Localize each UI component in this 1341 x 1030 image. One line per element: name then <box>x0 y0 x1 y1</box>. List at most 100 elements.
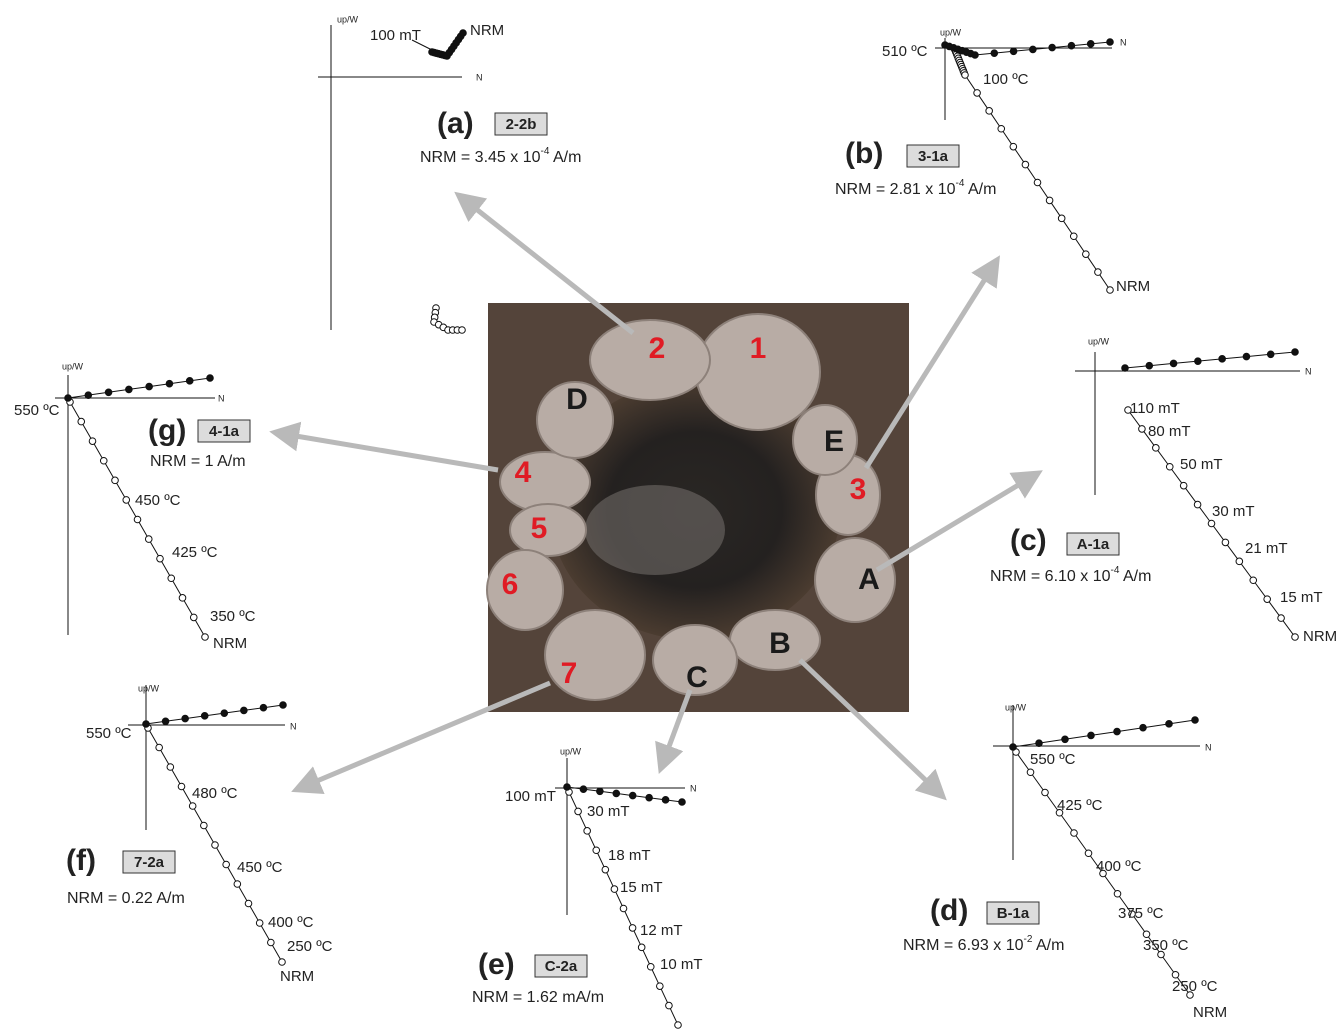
nrm-text: NRM = 1 A/m <box>150 453 246 470</box>
axis-label-north: N <box>218 393 225 403</box>
panel-letter: (f) <box>66 844 96 877</box>
filled-point <box>185 377 194 385</box>
open-point <box>610 885 619 893</box>
vertical-projection <box>1012 719 1196 748</box>
nrm-text: NRM = 3.45 x 10-4 A/m <box>420 146 581 167</box>
step-label: 510 ºC <box>882 43 928 60</box>
step-label: 375 ºC <box>1118 905 1164 922</box>
step-label: 21 mT <box>1245 540 1288 557</box>
zijderveld-panel: up/W N 100 mT NRM (a) 2-2b NRM = 3.45 x 10-4 A… <box>318 14 581 330</box>
zijderveld-panel: up/W N 510 ºC 100 ºC NRM (b) 3-1a NRM = 2.81 x … <box>835 27 1150 295</box>
nrm-part: NRM = 6.10 x 10 <box>990 568 1111 585</box>
step-label: 100 ºC <box>983 71 1029 88</box>
open-point <box>155 743 163 752</box>
open-point <box>222 860 230 869</box>
open-point <box>1165 462 1174 471</box>
open-point <box>1099 869 1107 878</box>
open-point <box>1057 214 1066 223</box>
arrow <box>798 658 947 801</box>
filled-point <box>206 374 214 382</box>
step-label: 10 mT <box>660 956 703 973</box>
open-point <box>961 71 969 79</box>
arrows <box>269 191 1043 801</box>
open-point <box>601 865 610 874</box>
open-point <box>637 943 646 952</box>
sample-box <box>534 954 588 978</box>
open-point <box>619 904 628 913</box>
filled-point <box>1067 41 1076 50</box>
sample-box <box>986 901 1040 925</box>
filled-point <box>563 783 571 791</box>
open-point <box>122 496 131 504</box>
filled-point <box>1291 348 1299 356</box>
open-point <box>665 1001 673 1010</box>
arrow <box>269 421 499 473</box>
filled-point <box>279 701 287 709</box>
step-label: NRM <box>213 635 247 652</box>
stone <box>814 537 896 623</box>
stone-label: 7 <box>561 657 578 690</box>
nrm-part: A/m <box>964 181 996 198</box>
step-label: 12 mT <box>640 922 683 939</box>
filled-point <box>1139 723 1147 732</box>
axis-label-up: up/W <box>940 27 962 37</box>
sample-id: 7-2a <box>134 854 165 871</box>
open-point <box>1193 500 1202 509</box>
open-point <box>1128 910 1136 918</box>
filled-point <box>1113 727 1121 736</box>
sample-id: 3-1a <box>918 148 949 165</box>
open-point <box>133 515 142 524</box>
vertical-projection <box>1124 351 1296 369</box>
step-label: 250 ºC <box>287 938 333 955</box>
step-label: NRM <box>1303 628 1337 645</box>
open-point <box>583 827 591 835</box>
axis-label-up: up/W <box>62 361 84 371</box>
step-label: 18 mT <box>608 847 651 864</box>
filled-point <box>220 709 229 717</box>
open-point <box>1055 808 1064 817</box>
stone-label: D <box>566 383 588 416</box>
nrm-part: A/m <box>549 149 581 166</box>
stone-label: E <box>824 425 844 458</box>
filled-point <box>259 703 268 712</box>
filled-point <box>990 49 999 57</box>
nrm-part: A/m <box>1119 568 1151 585</box>
open-point <box>201 633 209 641</box>
zijderveld-panel: up/W N 110 mT 80 mT 50 mT 30 mT 21 mT 15 mT NRM (… <box>990 336 1337 645</box>
nrm-part: NRM = 1.62 mA/m <box>472 989 604 1006</box>
stone-label: 2 <box>649 332 666 365</box>
nrm-part: A/m <box>1032 937 1064 954</box>
filled-point <box>1009 47 1018 56</box>
open-point <box>1171 970 1180 979</box>
filled-point <box>1009 743 1017 751</box>
filled-point <box>579 785 588 793</box>
stone-label: 4 <box>515 456 532 489</box>
axis-label-up: up/W <box>1088 336 1110 346</box>
stone-label: 1 <box>750 332 767 365</box>
filled-point <box>1242 352 1251 361</box>
filled-point <box>1087 731 1095 740</box>
axis-label-up: up/W <box>1005 702 1027 712</box>
filled-point <box>459 29 467 37</box>
open-point <box>674 1021 682 1029</box>
filled-point <box>1086 40 1095 48</box>
step-label: 550 ºC <box>1030 751 1076 768</box>
filled-point <box>240 706 248 715</box>
panel-letter: (b) <box>845 137 883 170</box>
filled-point <box>1106 38 1114 46</box>
zijderveld-panel: up/W N 550 ºC 480 ºC 450 ºC 400 ºC 250 ºC NRM (f… <box>66 683 333 985</box>
filled-point <box>1169 359 1178 368</box>
step-label: 15 mT <box>620 879 663 896</box>
filled-point <box>1165 720 1173 728</box>
open-point <box>628 924 637 932</box>
nrm-part: NRM = 6.93 x 10 <box>903 937 1024 954</box>
filled-point <box>1194 357 1202 365</box>
filled-point <box>84 391 93 399</box>
step-label: NRM <box>470 22 504 39</box>
open-point <box>1082 250 1090 258</box>
axis-label-north: N <box>1305 366 1312 376</box>
step-label: 450 ºC <box>237 859 283 876</box>
open-point <box>1070 829 1078 837</box>
step-label: NRM <box>280 968 314 985</box>
filled-point <box>661 796 670 804</box>
